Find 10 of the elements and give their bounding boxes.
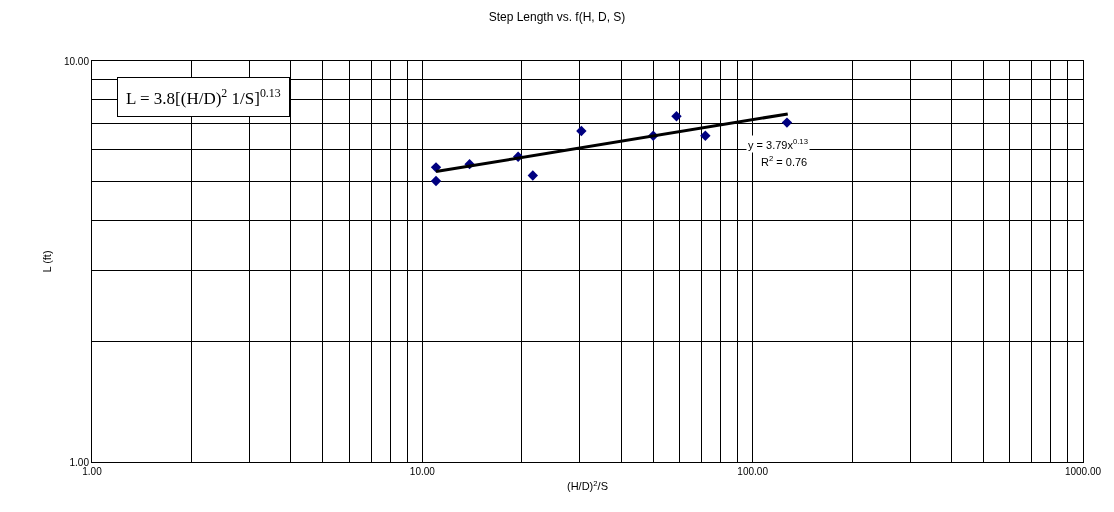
y-axis-title: L (ft): [40, 250, 53, 273]
annotation: y = 3.79x$^{0.13}$: [748, 137, 808, 151]
x-tick-label: 10.00: [409, 466, 436, 477]
x-tick-label: 1000.00: [1064, 466, 1102, 477]
annotation: L = 3.8[(H/D)$^{2}$ 1/S]$^{0.13}$: [126, 86, 281, 109]
x-tick-label: 1.00: [82, 466, 103, 477]
annotation: R$^{2}$ = 0.76: [761, 154, 808, 168]
x-tick-label: 100.00: [737, 466, 769, 477]
x-axis-title: (H/D)$^{2}$/S: [567, 478, 608, 493]
chart-title: Step Length vs. f(H, D, S): [488, 10, 626, 25]
